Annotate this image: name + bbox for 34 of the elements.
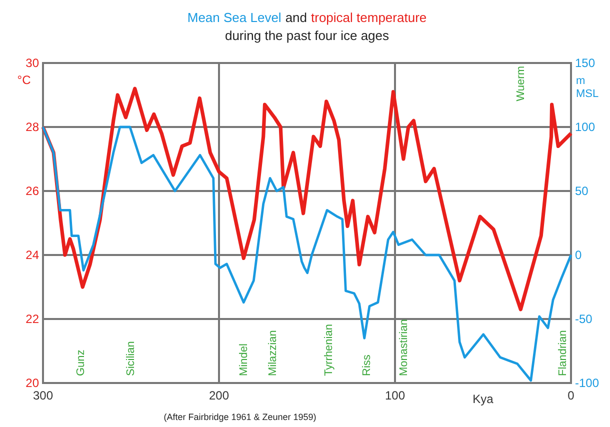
y-tick-label: 22 (26, 312, 40, 326)
y-tick-label: 26 (26, 184, 40, 198)
annotation: Mindel (238, 344, 250, 376)
text: (After Fairbridge 1961 & Zeuner 1959) (164, 412, 316, 422)
annotation: Tyrrhenian (323, 324, 335, 376)
annotation: Milazzian (267, 330, 279, 376)
annotation: Riss (361, 354, 373, 376)
y2-axis-title: m MSL (576, 75, 599, 100)
annotation: Flandrian (557, 330, 569, 376)
x-tick-label: 0 (568, 388, 575, 403)
x-tick-label: 100 (384, 388, 406, 403)
y-tick-label: 28 (26, 120, 40, 134)
x-tick-label: 200 (208, 388, 230, 403)
y-tick-label: 20 (26, 376, 40, 390)
text: tropical temperature (311, 10, 427, 25)
x-tick-label: 300 (32, 388, 54, 403)
x-axis-title: Kya (472, 392, 494, 406)
line-series (42, 126, 572, 382)
y-axis-title: °C (17, 73, 32, 87)
y2-tick-label: 0 (575, 248, 582, 262)
chart-title: during the past four ice ages (224, 28, 390, 43)
y2-tick-label: 150 (575, 56, 596, 70)
annotation: Wuerm (515, 66, 527, 102)
y-tick-label: 24 (26, 248, 40, 262)
y2-tick-label: -50 (575, 312, 593, 326)
annotation: Monastirian (398, 319, 410, 376)
y2-tick-label: 50 (575, 184, 589, 198)
text: and (285, 10, 308, 25)
y2-tick-label: -100 (575, 376, 600, 390)
y2-tick-label: 100 (575, 120, 596, 134)
annotation: Sicilian (125, 341, 137, 376)
annotation: Gunz (75, 350, 87, 376)
y-tick-label: 30 (26, 56, 40, 70)
text: Mean Sea Level (187, 10, 282, 25)
